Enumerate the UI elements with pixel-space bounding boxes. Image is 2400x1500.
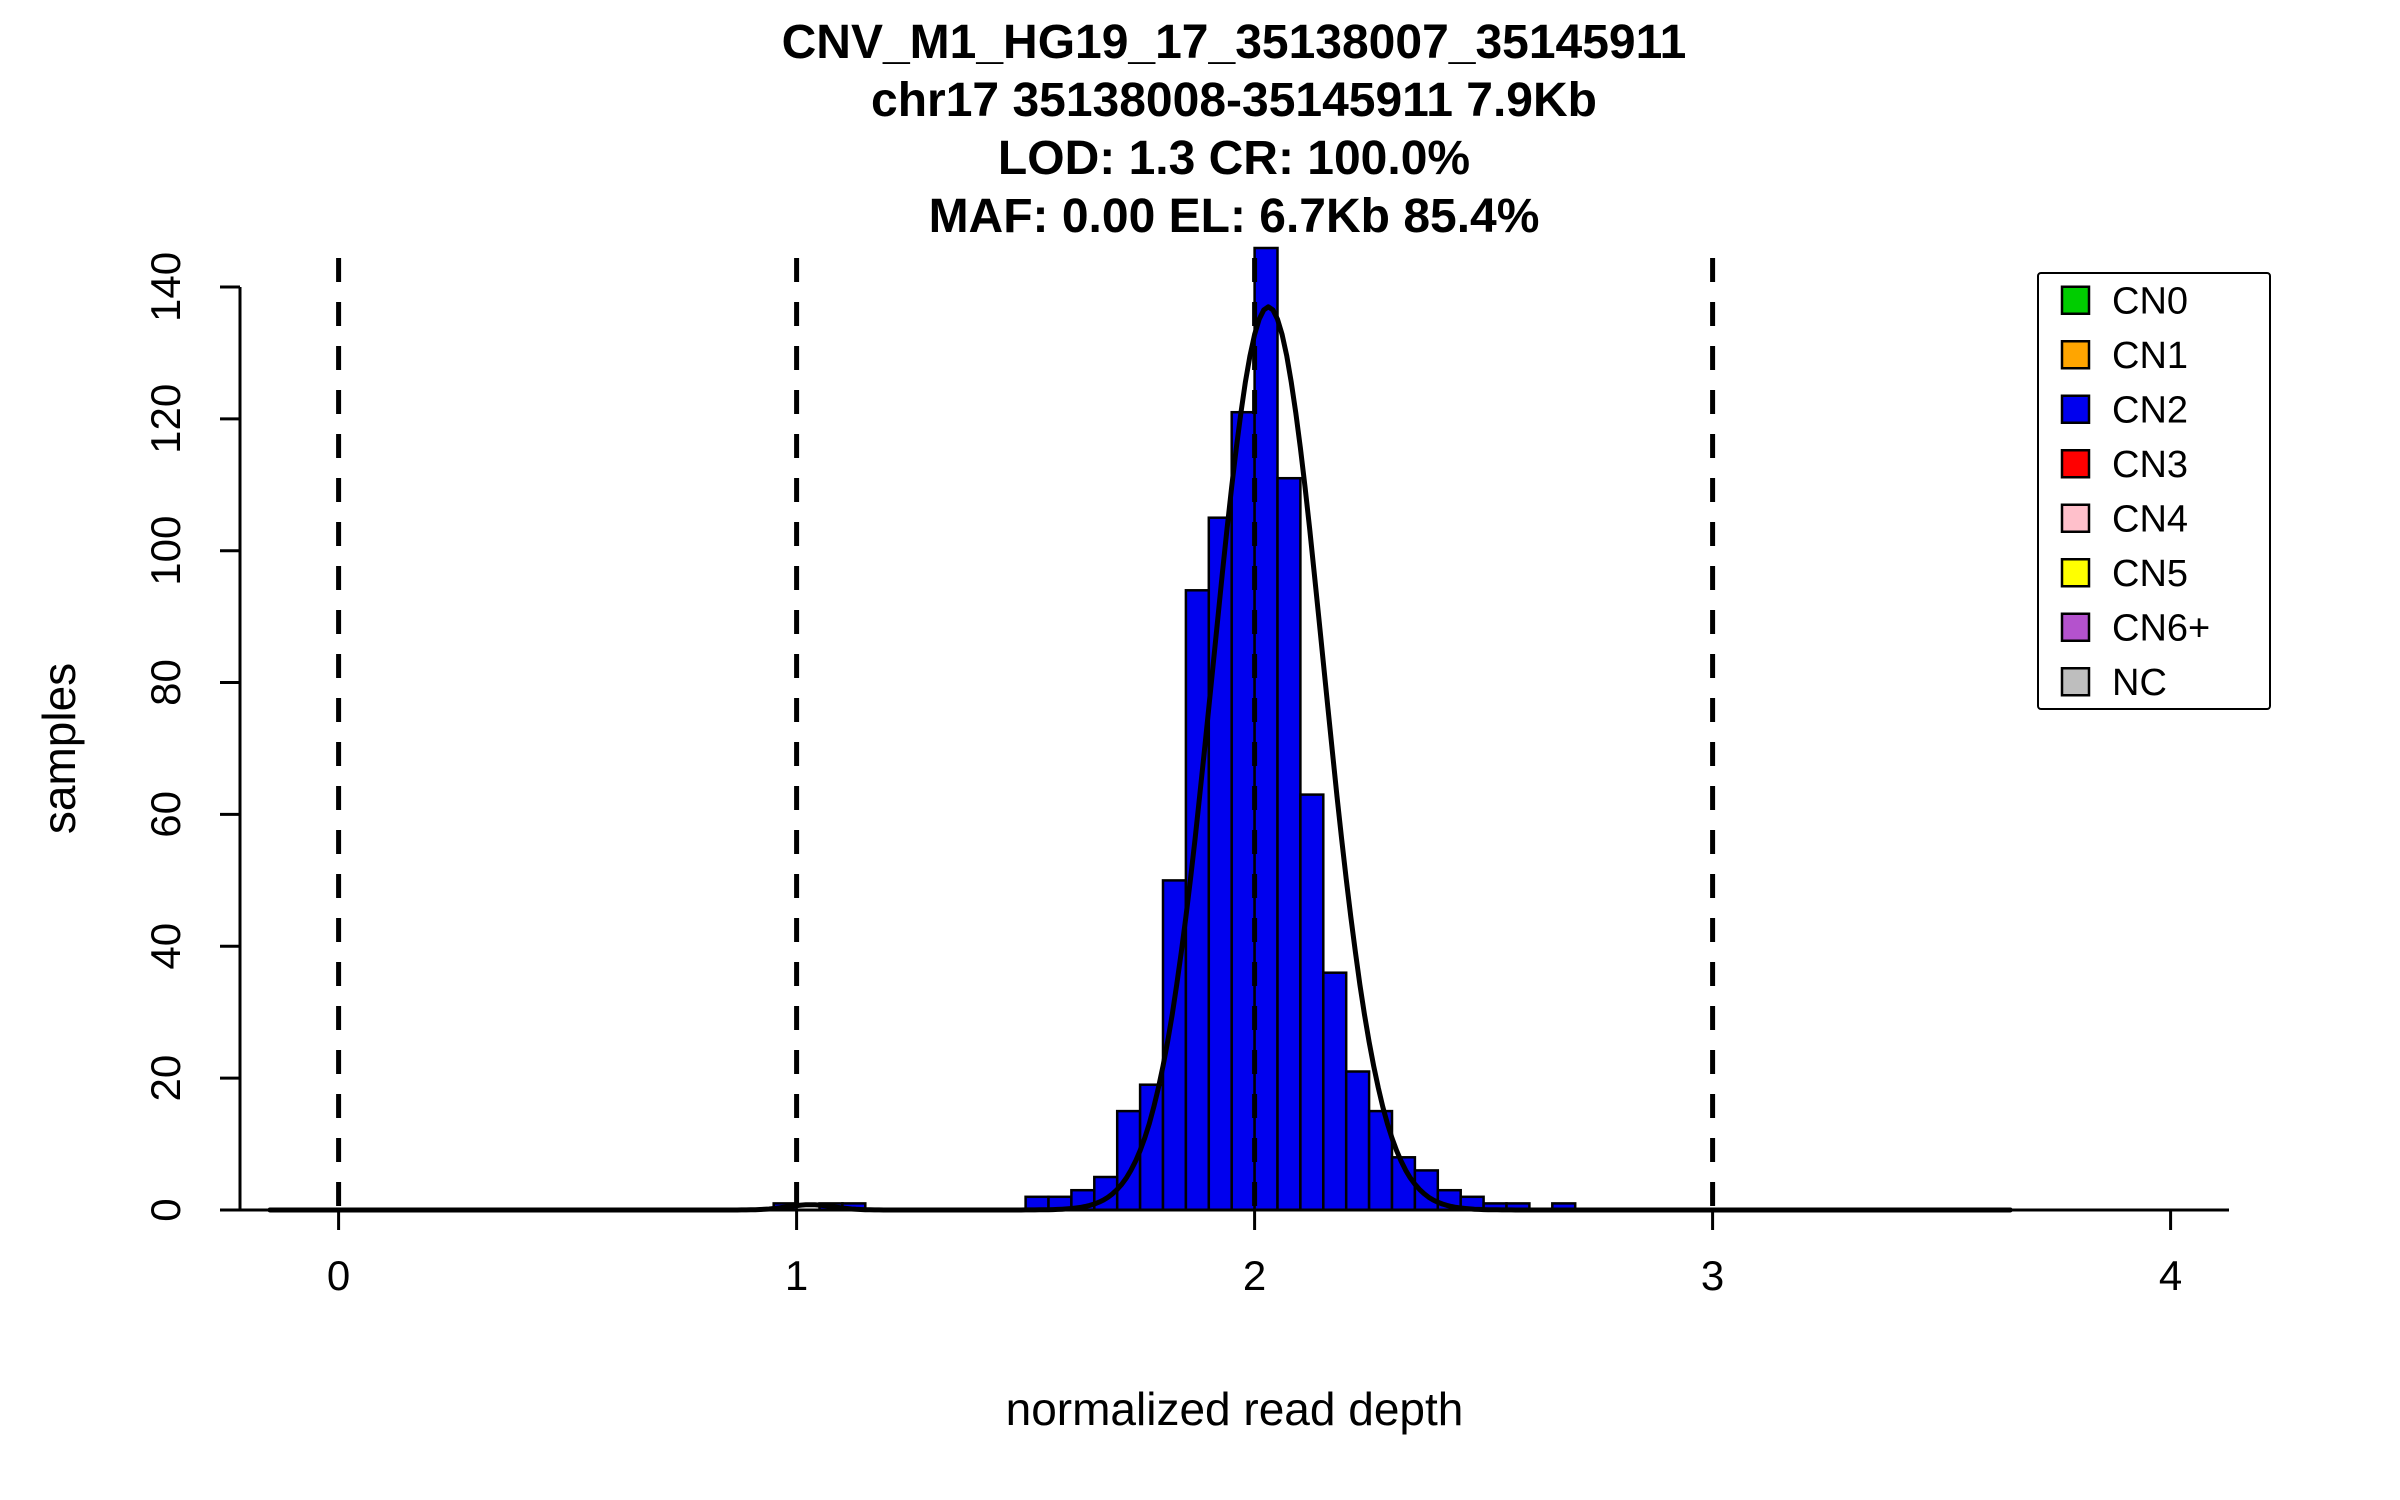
histogram-bar — [1322, 971, 1348, 1212]
legend-swatch-cn1 — [2060, 340, 2091, 370]
y-tick-label: 140 — [142, 252, 189, 322]
legend-label-cn5: CN5 — [2112, 553, 2188, 595]
chart-title: CNV_M1_HG19_17_35138007_35145911 chr17 3… — [134, 14, 2334, 246]
histogram-bar — [1276, 476, 1302, 1212]
histogram-bar — [1230, 410, 1256, 1212]
y-tick-label: 120 — [142, 384, 189, 454]
legend-swatch-cn5 — [2060, 558, 2091, 588]
title-line-4: MAF: 0.00 EL: 6.7Kb 85.4% — [928, 190, 1540, 243]
legend-swatch-cn0 — [2060, 285, 2091, 315]
legend-label-cn4: CN4 — [2112, 498, 2188, 540]
x-tick-label: 4 — [2159, 1252, 2182, 1299]
x-tick-label: 3 — [1701, 1252, 1724, 1299]
y-tick-label: 80 — [142, 659, 189, 706]
legend-label-cn1: CN1 — [2112, 335, 2188, 377]
gaussian-fit-curve — [267, 304, 2013, 1213]
y-tick-label: 20 — [142, 1055, 189, 1102]
y-tick-label: 40 — [142, 923, 189, 970]
legend-swatch-cn3 — [2060, 449, 2091, 479]
y-tick-label: 100 — [142, 516, 189, 586]
y-axis-label: samples — [33, 663, 85, 834]
legend-swatch-nc — [2060, 667, 2091, 697]
x-tick-label: 1 — [785, 1252, 808, 1299]
histogram-bar — [1299, 793, 1325, 1212]
histogram-bar — [1253, 246, 1279, 1212]
legend-swatch-cn4 — [2060, 503, 2091, 533]
legend-label-cn3: CN3 — [2112, 444, 2188, 486]
y-tick-label: 0 — [142, 1198, 189, 1221]
title-line-2: chr17 35138008-35145911 7.9Kb — [871, 74, 1597, 127]
legend-box — [2037, 272, 2271, 710]
legend-swatch-cn2 — [2060, 394, 2091, 424]
legend-label-cn0: CN0 — [2112, 280, 2188, 322]
y-tick-label: 60 — [142, 791, 189, 838]
legend-label-nc: NC — [2112, 662, 2167, 704]
legend-swatch-cn6 — [2060, 612, 2091, 642]
legend-label-cn2: CN2 — [2112, 389, 2188, 431]
title-line-3: LOD: 1.3 CR: 100.0% — [997, 132, 1471, 185]
histogram-bar — [1344, 1070, 1371, 1212]
x-tick-label: 0 — [327, 1252, 350, 1299]
histogram-bar — [1207, 516, 1233, 1212]
x-axis-label: normalized read depth — [1006, 1383, 1464, 1435]
title-line-1: CNV_M1_HG19_17_35138007_35145911 — [781, 16, 1687, 69]
legend-label-cn6: CN6+ — [2112, 607, 2210, 649]
x-tick-label: 2 — [1243, 1252, 1266, 1299]
